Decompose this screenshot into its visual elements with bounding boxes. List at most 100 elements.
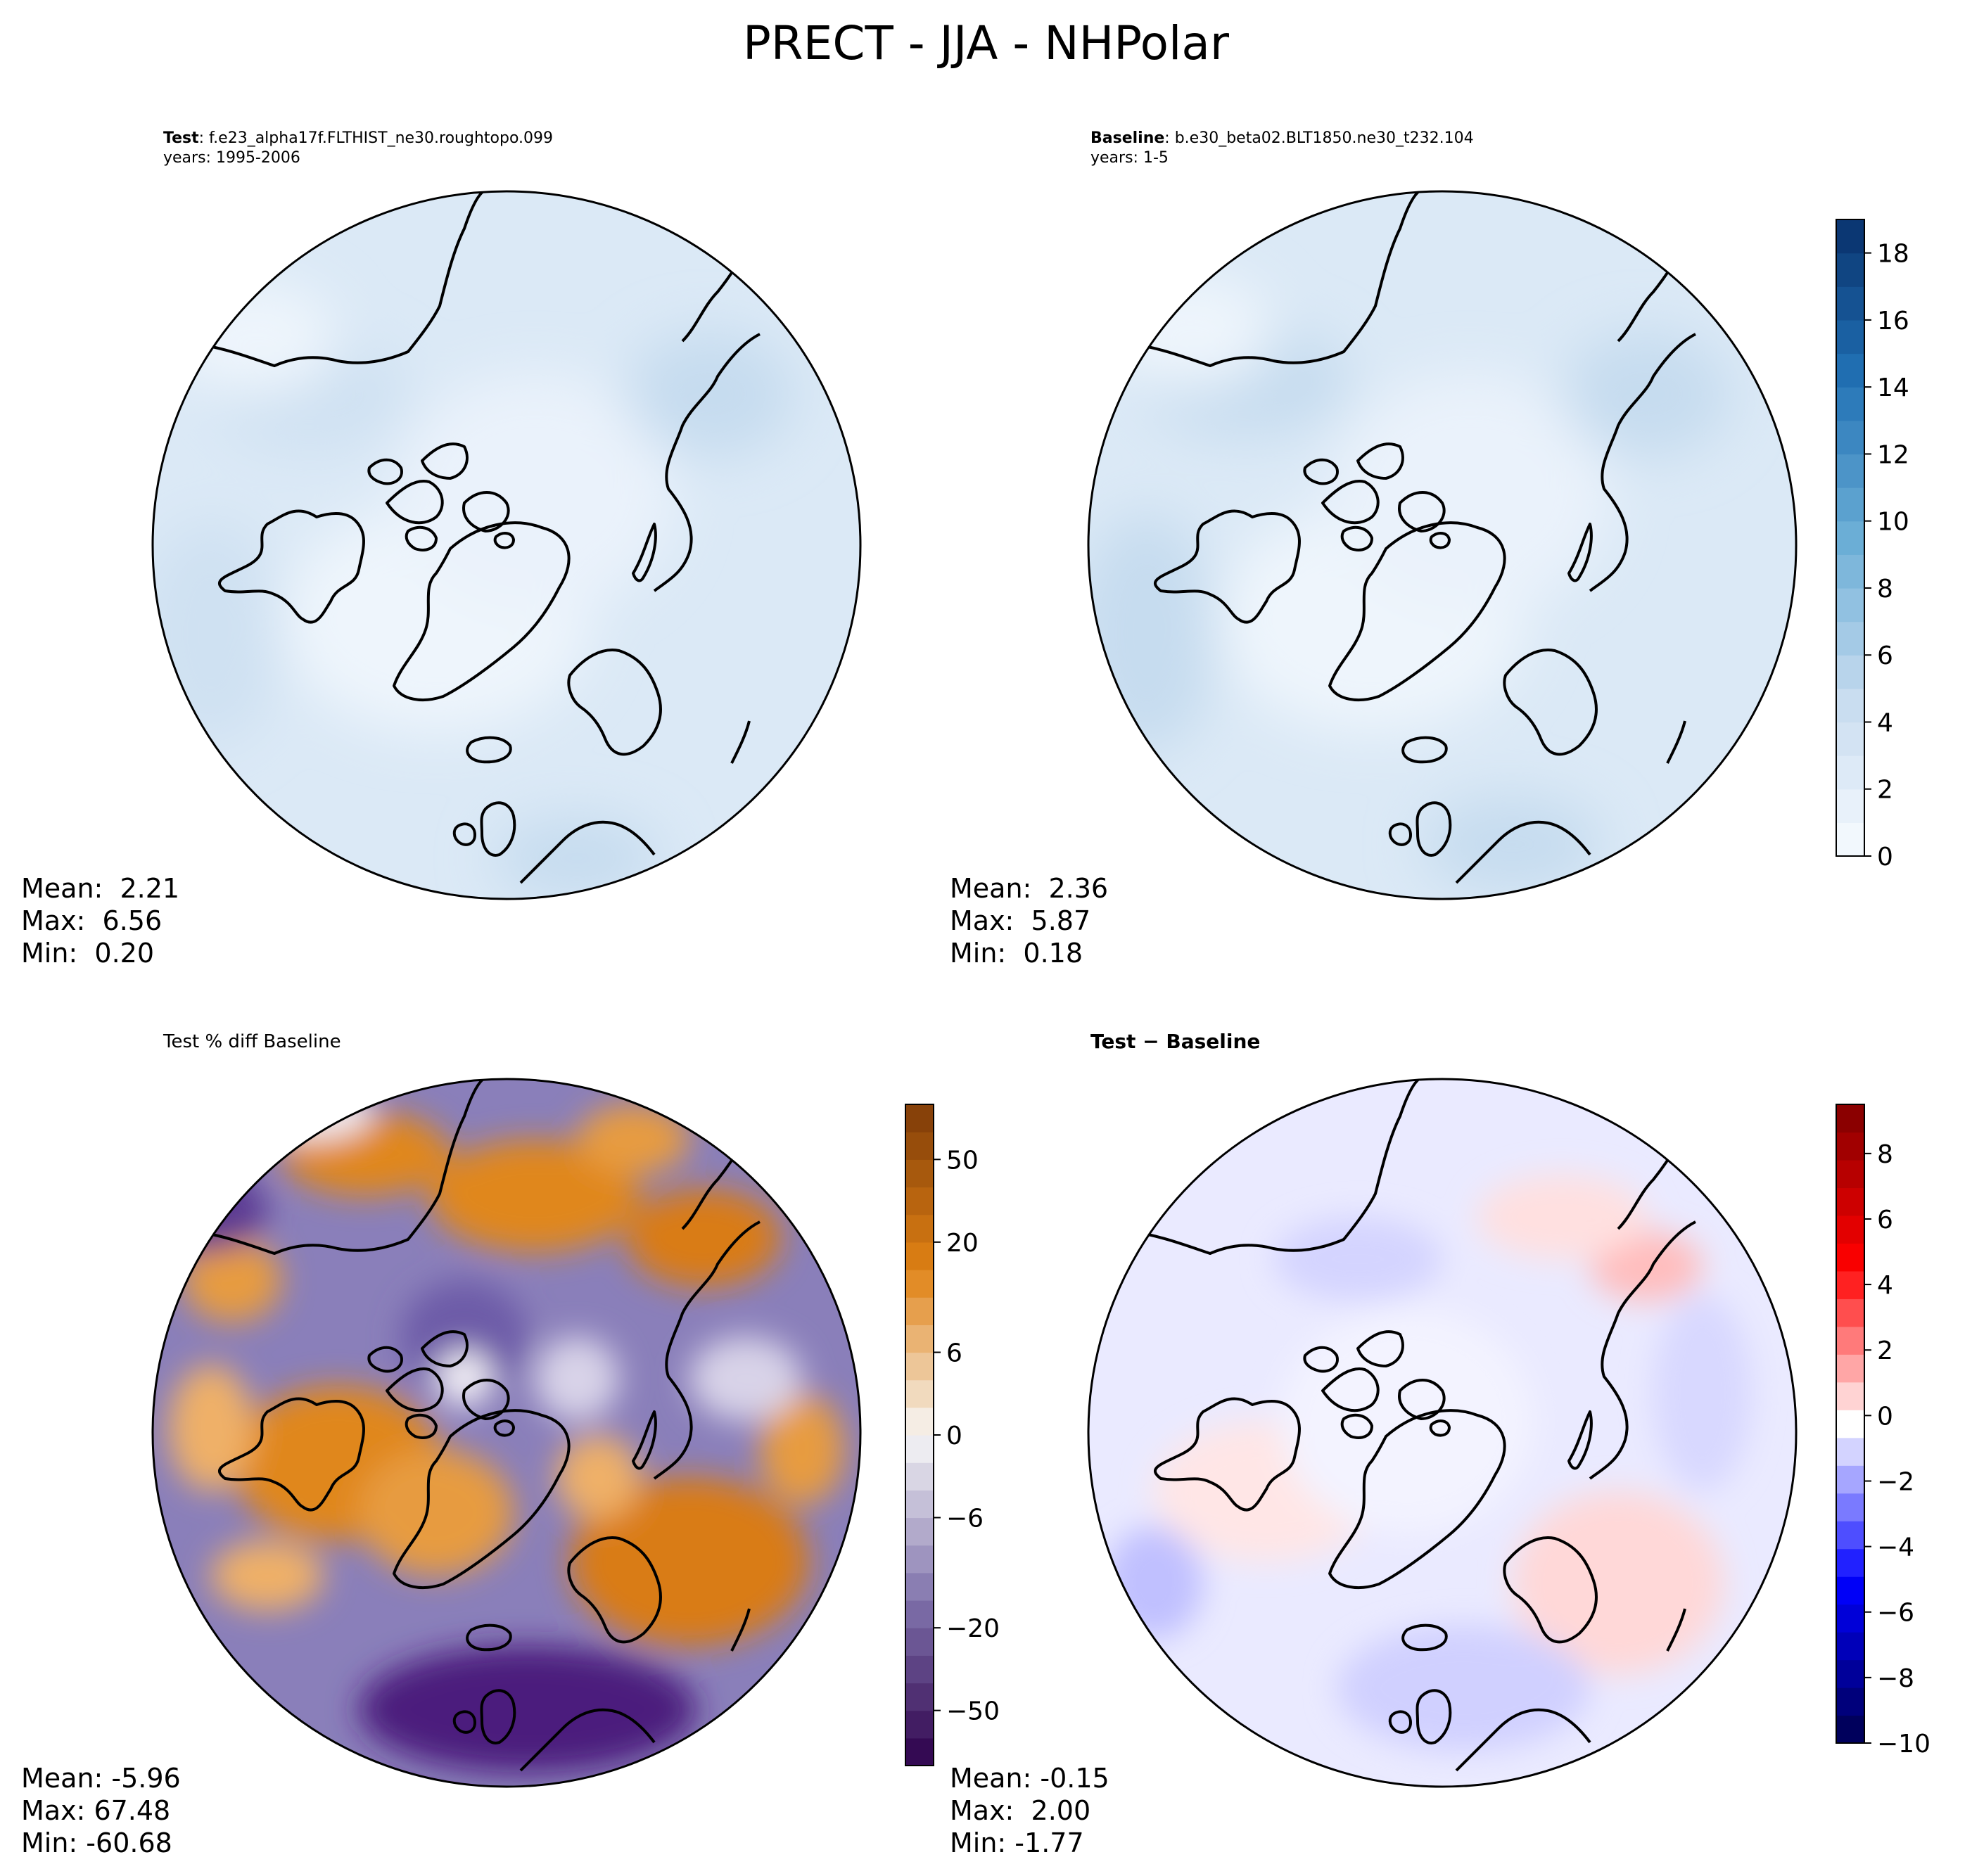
colorbar-swatch [1836,1298,1864,1327]
colorbar-swatch [1836,688,1864,723]
colorbar-tick-label: 0 [1877,1402,1893,1431]
colorbar-swatch [905,1325,934,1353]
colorbar-swatch [905,1517,934,1546]
colorbar-swatch [1836,1604,1864,1633]
colorbar-swatch [1836,789,1864,823]
colorbar-swatch [905,1710,934,1739]
map-baseline-field [1088,191,1796,899]
colorbar-tick-label: 8 [1877,1140,1893,1169]
panel-baseline-title: Baseline: b.e30_beta02.BLT1850.ne30_t232… [1090,129,1474,167]
colorbar-swatch [905,1270,934,1298]
colorbar-swatch [1836,1132,1864,1161]
colorbar-swatch [1836,253,1864,287]
colorbar-swatch [905,1435,934,1463]
colorbar-tick-label: −4 [1877,1533,1914,1562]
colorbar-baseline: 0 2 4 6 8 10 12 14 16 18 [1836,219,1909,872]
colorbar-tick-label: −10 [1877,1730,1930,1759]
colorbar-swatch [1836,587,1864,623]
colorbar-tick-label: 4 [1877,708,1893,737]
colorbar-swatch [1836,1632,1864,1661]
colorbar-swatch [1836,319,1864,355]
colorbar-swatch [1836,1715,1864,1744]
colorbar-swatch [1836,755,1864,790]
panel-test-title: Test: f.e23_alpha17f.FLTHIST_ne30.rought… [163,129,554,167]
map-test-field [153,191,860,899]
colorbar-frame [1836,1104,1865,1744]
stat-max: Max: 67.48 [21,1795,171,1826]
colorbar-swatch [1836,722,1864,756]
panel-pctdiff-stats: Mean: -5.96 Max: 67.48 Min: -60.68 [21,1762,181,1859]
colorbar-swatch [1836,621,1864,656]
colorbar-swatch [905,1104,934,1132]
colorbar-swatch [905,1737,934,1766]
map-pctdiff-frame [151,1078,862,1788]
colorbar-swatch [1836,1465,1864,1494]
colorbar-swatch [1836,1521,1864,1550]
figure-title: PRECT - JJA - NHPolar [743,16,1229,70]
map-test-frame [151,190,862,900]
colorbar-swatch [905,1214,934,1243]
colorbar-swatch [1836,554,1864,589]
panel-pctdiff-title: Test % diff Baseline [163,1031,341,1052]
stat-mean: Mean: 2.21 [21,873,180,904]
colorbar-swatch [905,1159,934,1188]
colorbar-swatch [1836,353,1864,388]
panel-baseline-stats: Mean: 2.36 Max: 5.87 Min: 0.18 [950,872,1108,969]
colorbar-swatch [905,1242,934,1270]
colorbar-swatch [905,1297,934,1325]
colorbar-tick-label: 2 [1877,1336,1893,1365]
colorbar-tick-label: −6 [946,1505,984,1533]
colorbar-swatch [1836,1215,1864,1244]
colorbar-swatch [1836,1187,1864,1216]
colorbar-swatch [905,1462,934,1491]
colorbar-swatch [905,1683,934,1711]
panel-diff-title: Test − Baseline [1090,1030,1261,1053]
colorbar-swatch [905,1379,934,1408]
colorbar-tick-label: 6 [1877,642,1893,670]
colorbar-swatch [1836,219,1864,254]
colorbar-swatch [1836,1548,1864,1577]
colorbar-tick-label: −50 [946,1697,1000,1726]
panel-diff [1087,1078,1798,1788]
stat-min: Min: 0.20 [21,938,154,969]
colorbar-swatch [905,1187,934,1215]
colorbar-swatch [1836,521,1864,555]
colorbar-swatch [1836,1326,1864,1355]
colorbar-tick-label: 20 [946,1229,979,1258]
panel-pctdiff [151,1078,862,1788]
panel-diff-stats: Mean: -0.15 Max: 2.00 Min: -1.77 [950,1762,1109,1859]
colorbar-swatch [905,1132,934,1160]
stat-min: Min: 0.18 [950,938,1083,969]
colorbar-swatch [1836,1659,1864,1688]
colorbar-tick-label: 4 [1877,1271,1893,1300]
colorbar-tick-label: −6 [1877,1599,1914,1628]
colorbar-swatch [1836,1410,1864,1438]
colorbar-tick-label: 16 [1877,307,1909,336]
colorbar-swatch [905,1545,934,1574]
stat-max: Max: 2.00 [950,1795,1091,1826]
colorbar-tick-label: 10 [1877,508,1909,537]
colorbar-swatch [905,1628,934,1656]
stat-min: Min: -60.68 [21,1827,172,1858]
stat-max: Max: 6.56 [21,905,163,936]
colorbar-tick-label: −8 [1877,1664,1914,1693]
stat-min: Min: -1.77 [950,1827,1084,1858]
colorbar-swatch [1836,420,1864,455]
colorbar-tick-label: 2 [1877,776,1893,805]
colorbar-tick-label: 0 [1877,843,1893,872]
colorbar-swatch [1836,822,1864,857]
colorbar-swatch [1836,1382,1864,1410]
colorbar-tick-label: −2 [1877,1467,1914,1496]
colorbar-swatch [1836,454,1864,488]
colorbar-swatch [905,1600,934,1628]
map-baseline-frame [1087,190,1798,900]
map-pctdiff-field [153,1079,860,1787]
colorbar-swatch [905,1490,934,1519]
colorbar-swatch [905,1655,934,1684]
colorbar-swatch [1836,286,1864,321]
colorbar-swatch [1836,1270,1864,1299]
colorbar-swatch [1836,655,1864,689]
stat-mean: Mean: -5.96 [21,1763,181,1794]
stat-max: Max: 5.87 [950,905,1091,936]
